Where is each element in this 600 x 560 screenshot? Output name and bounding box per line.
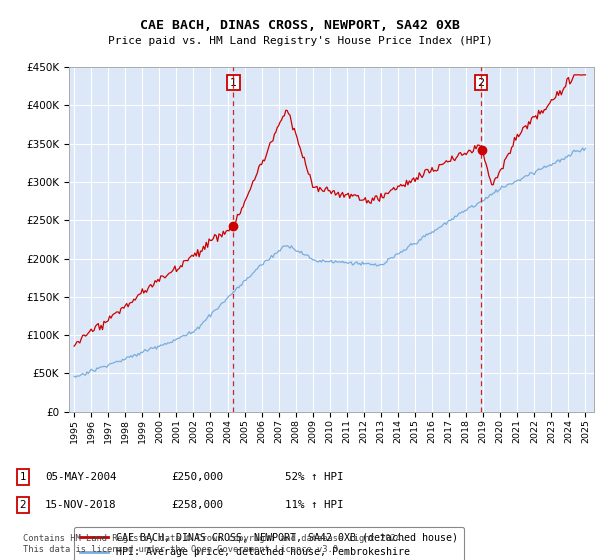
- Text: 52% ↑ HPI: 52% ↑ HPI: [285, 472, 343, 482]
- Legend: CAE BACH, DINAS CROSS, NEWPORT, SA42 0XB (detached house), HPI: Average price, d: CAE BACH, DINAS CROSS, NEWPORT, SA42 0XB…: [74, 527, 464, 560]
- Text: 2: 2: [19, 500, 26, 510]
- Text: This data is licensed under the Open Government Licence v3.0.: This data is licensed under the Open Gov…: [23, 545, 343, 554]
- Text: 2: 2: [478, 77, 485, 87]
- Text: Price paid vs. HM Land Registry's House Price Index (HPI): Price paid vs. HM Land Registry's House …: [107, 36, 493, 46]
- Text: 1: 1: [19, 472, 26, 482]
- Text: 1: 1: [230, 77, 237, 87]
- Text: 15-NOV-2018: 15-NOV-2018: [45, 500, 116, 510]
- Text: Contains HM Land Registry data © Crown copyright and database right 2024.: Contains HM Land Registry data © Crown c…: [23, 534, 406, 543]
- Text: CAE BACH, DINAS CROSS, NEWPORT, SA42 0XB: CAE BACH, DINAS CROSS, NEWPORT, SA42 0XB: [140, 18, 460, 32]
- Text: 05-MAY-2004: 05-MAY-2004: [45, 472, 116, 482]
- Text: 11% ↑ HPI: 11% ↑ HPI: [285, 500, 343, 510]
- Text: £258,000: £258,000: [171, 500, 223, 510]
- Text: £250,000: £250,000: [171, 472, 223, 482]
